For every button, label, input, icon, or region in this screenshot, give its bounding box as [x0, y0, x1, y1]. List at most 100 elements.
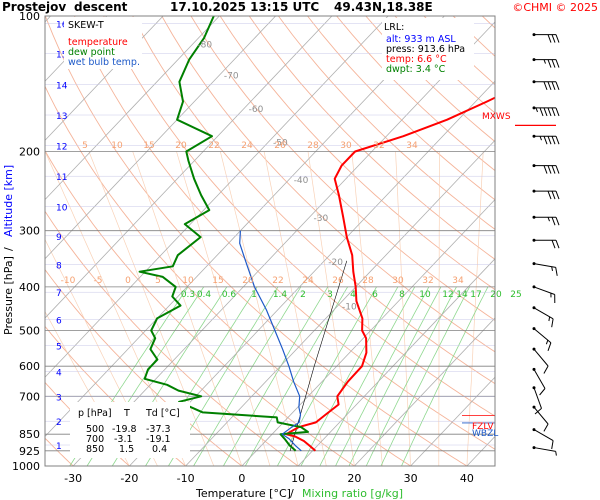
- altitude-tick-label: 9: [56, 233, 62, 243]
- header-station: Prostejov: [2, 0, 66, 14]
- temperature-tick-label: 0: [238, 472, 245, 485]
- lrl-dwpt: dwpt: 3.4 °C: [386, 64, 446, 75]
- mixing-ratio-label: 4: [350, 290, 356, 300]
- wind-barb-half-flag: [548, 316, 551, 322]
- wind-barb-flag: [551, 81, 556, 90]
- mxws-label: MXWS: [482, 112, 511, 122]
- wind-barb-half-flag: [555, 451, 557, 456]
- wind-barb-dot: [532, 446, 536, 450]
- wind-barb-dot: [532, 134, 536, 138]
- wind-barb-dot: [532, 164, 536, 168]
- mixing-ratio-label: 0.4: [197, 290, 212, 300]
- pressure-tick-label: 300: [19, 225, 40, 238]
- isotherm-label: -10: [342, 303, 357, 313]
- legend: SKEW-T temperature dew point wet bulb te…: [64, 17, 142, 69]
- wind-barb-dot: [532, 405, 536, 409]
- adiabat-label: 28: [362, 276, 374, 286]
- isotherm-label: -40: [294, 176, 309, 186]
- wind-barb-staff: [533, 286, 555, 295]
- wind-barb-flag: [551, 440, 554, 450]
- temperature-tick-label: 30: [404, 472, 418, 485]
- wind-barb-flag: [539, 388, 546, 396]
- wind-barb-staff: [533, 307, 554, 320]
- wind-barb-flag: [547, 107, 552, 117]
- wind-barb-dot: [532, 428, 536, 432]
- mixing-ratio-line: [365, 286, 457, 466]
- pressure-tick-label: 500: [19, 325, 40, 338]
- moist-adiabat: [176, 151, 271, 466]
- altitude-tick-label: 13: [56, 112, 67, 122]
- wind-barb-flag: [555, 107, 560, 117]
- wind-barb-flag: [543, 423, 549, 432]
- ylabel-separator: /: [2, 247, 15, 251]
- copyright: ©CHMI © 2025: [512, 1, 598, 14]
- table-header-td: Td [°C]: [145, 408, 180, 419]
- pressure-tick-label: 700: [19, 390, 40, 403]
- mixing-ratio-label: 12: [442, 290, 453, 300]
- pressure-tick-label: 1000: [12, 460, 40, 473]
- wind-barb: [532, 33, 560, 43]
- adiabat-label: 30: [392, 276, 404, 286]
- table-background: [70, 402, 190, 458]
- wind-barb-flag: [534, 408, 542, 415]
- wind-barb: [532, 347, 549, 374]
- adiabat-label: 24: [241, 141, 253, 151]
- adiabat-label: 32: [373, 141, 384, 151]
- altitude-tick-label: 8: [56, 262, 62, 272]
- wind-barb-flag: [551, 34, 556, 43]
- wind-barb-half-flag: [543, 59, 546, 64]
- plot-area: [45, 16, 495, 466]
- plot-background: [45, 16, 495, 466]
- wind-barb: [532, 215, 560, 226]
- wind-barbs: [532, 33, 560, 456]
- temperature-tick-label: 20: [347, 472, 361, 485]
- x-axis-title: Temperature [°C] / Mixing ratio [g/kg]: [195, 487, 403, 500]
- header-coords: 49.43N,18.38E: [334, 0, 433, 14]
- wind-barb-flag: [543, 81, 548, 90]
- mixing-ratio-line: [300, 286, 399, 466]
- mixing-ratio-label: 3: [327, 290, 333, 300]
- wind-barb-flag: [551, 107, 556, 117]
- moist-adiabat: [263, 151, 327, 466]
- wind-barb-staff: [533, 387, 542, 409]
- wind-barb-flag: [555, 217, 560, 226]
- adiabat-label: 34: [406, 141, 418, 151]
- wind-barb: [532, 134, 560, 145]
- header-mode: descent: [74, 0, 128, 14]
- wind-barb: [532, 306, 554, 328]
- wind-barb-staff: [533, 328, 552, 344]
- pressure-tick-label: 100: [19, 10, 40, 23]
- isotherm-label: -80: [197, 40, 212, 50]
- wind-barb-staff: [533, 348, 549, 367]
- mixing-ratio-label: 2: [300, 290, 306, 300]
- wind-barb-staff: [533, 429, 554, 442]
- wind-barb-dot: [532, 262, 536, 266]
- wind-barb-flag: [547, 34, 552, 43]
- series-line-temperature: [285, 96, 495, 452]
- wind-barb-dot: [532, 106, 536, 110]
- wind-barb-dot: [532, 347, 536, 351]
- wind-barb-flag: [547, 59, 552, 68]
- lrl-temp: temp: 6.6 °C: [386, 54, 447, 65]
- wind-barb: [532, 262, 558, 276]
- wind-barb: [532, 405, 549, 432]
- wind-barb: [532, 386, 542, 415]
- pressure-tick-label: 850: [19, 428, 40, 441]
- adiabat-label: 30: [340, 141, 352, 151]
- mixing-ratio-label: 1: [251, 290, 257, 300]
- altitude-tick-label: 16: [56, 21, 68, 31]
- pressure-tick-label: 200: [19, 146, 40, 159]
- plot-frame: [44, 15, 496, 467]
- wind-barb: [532, 189, 560, 200]
- legend-wetbulb: wet bulb temp.: [68, 57, 140, 68]
- wind-barb-flag: [547, 136, 552, 145]
- isotherm-label: -30: [314, 214, 329, 224]
- altitude-tick-label: 6: [56, 316, 62, 326]
- legend-box: [64, 17, 142, 69]
- adiabat-label: 28: [307, 141, 319, 151]
- wind-barb-dot: [532, 386, 536, 390]
- isotherm: [410, 376, 495, 466]
- adiabat-label: 0: [125, 276, 131, 286]
